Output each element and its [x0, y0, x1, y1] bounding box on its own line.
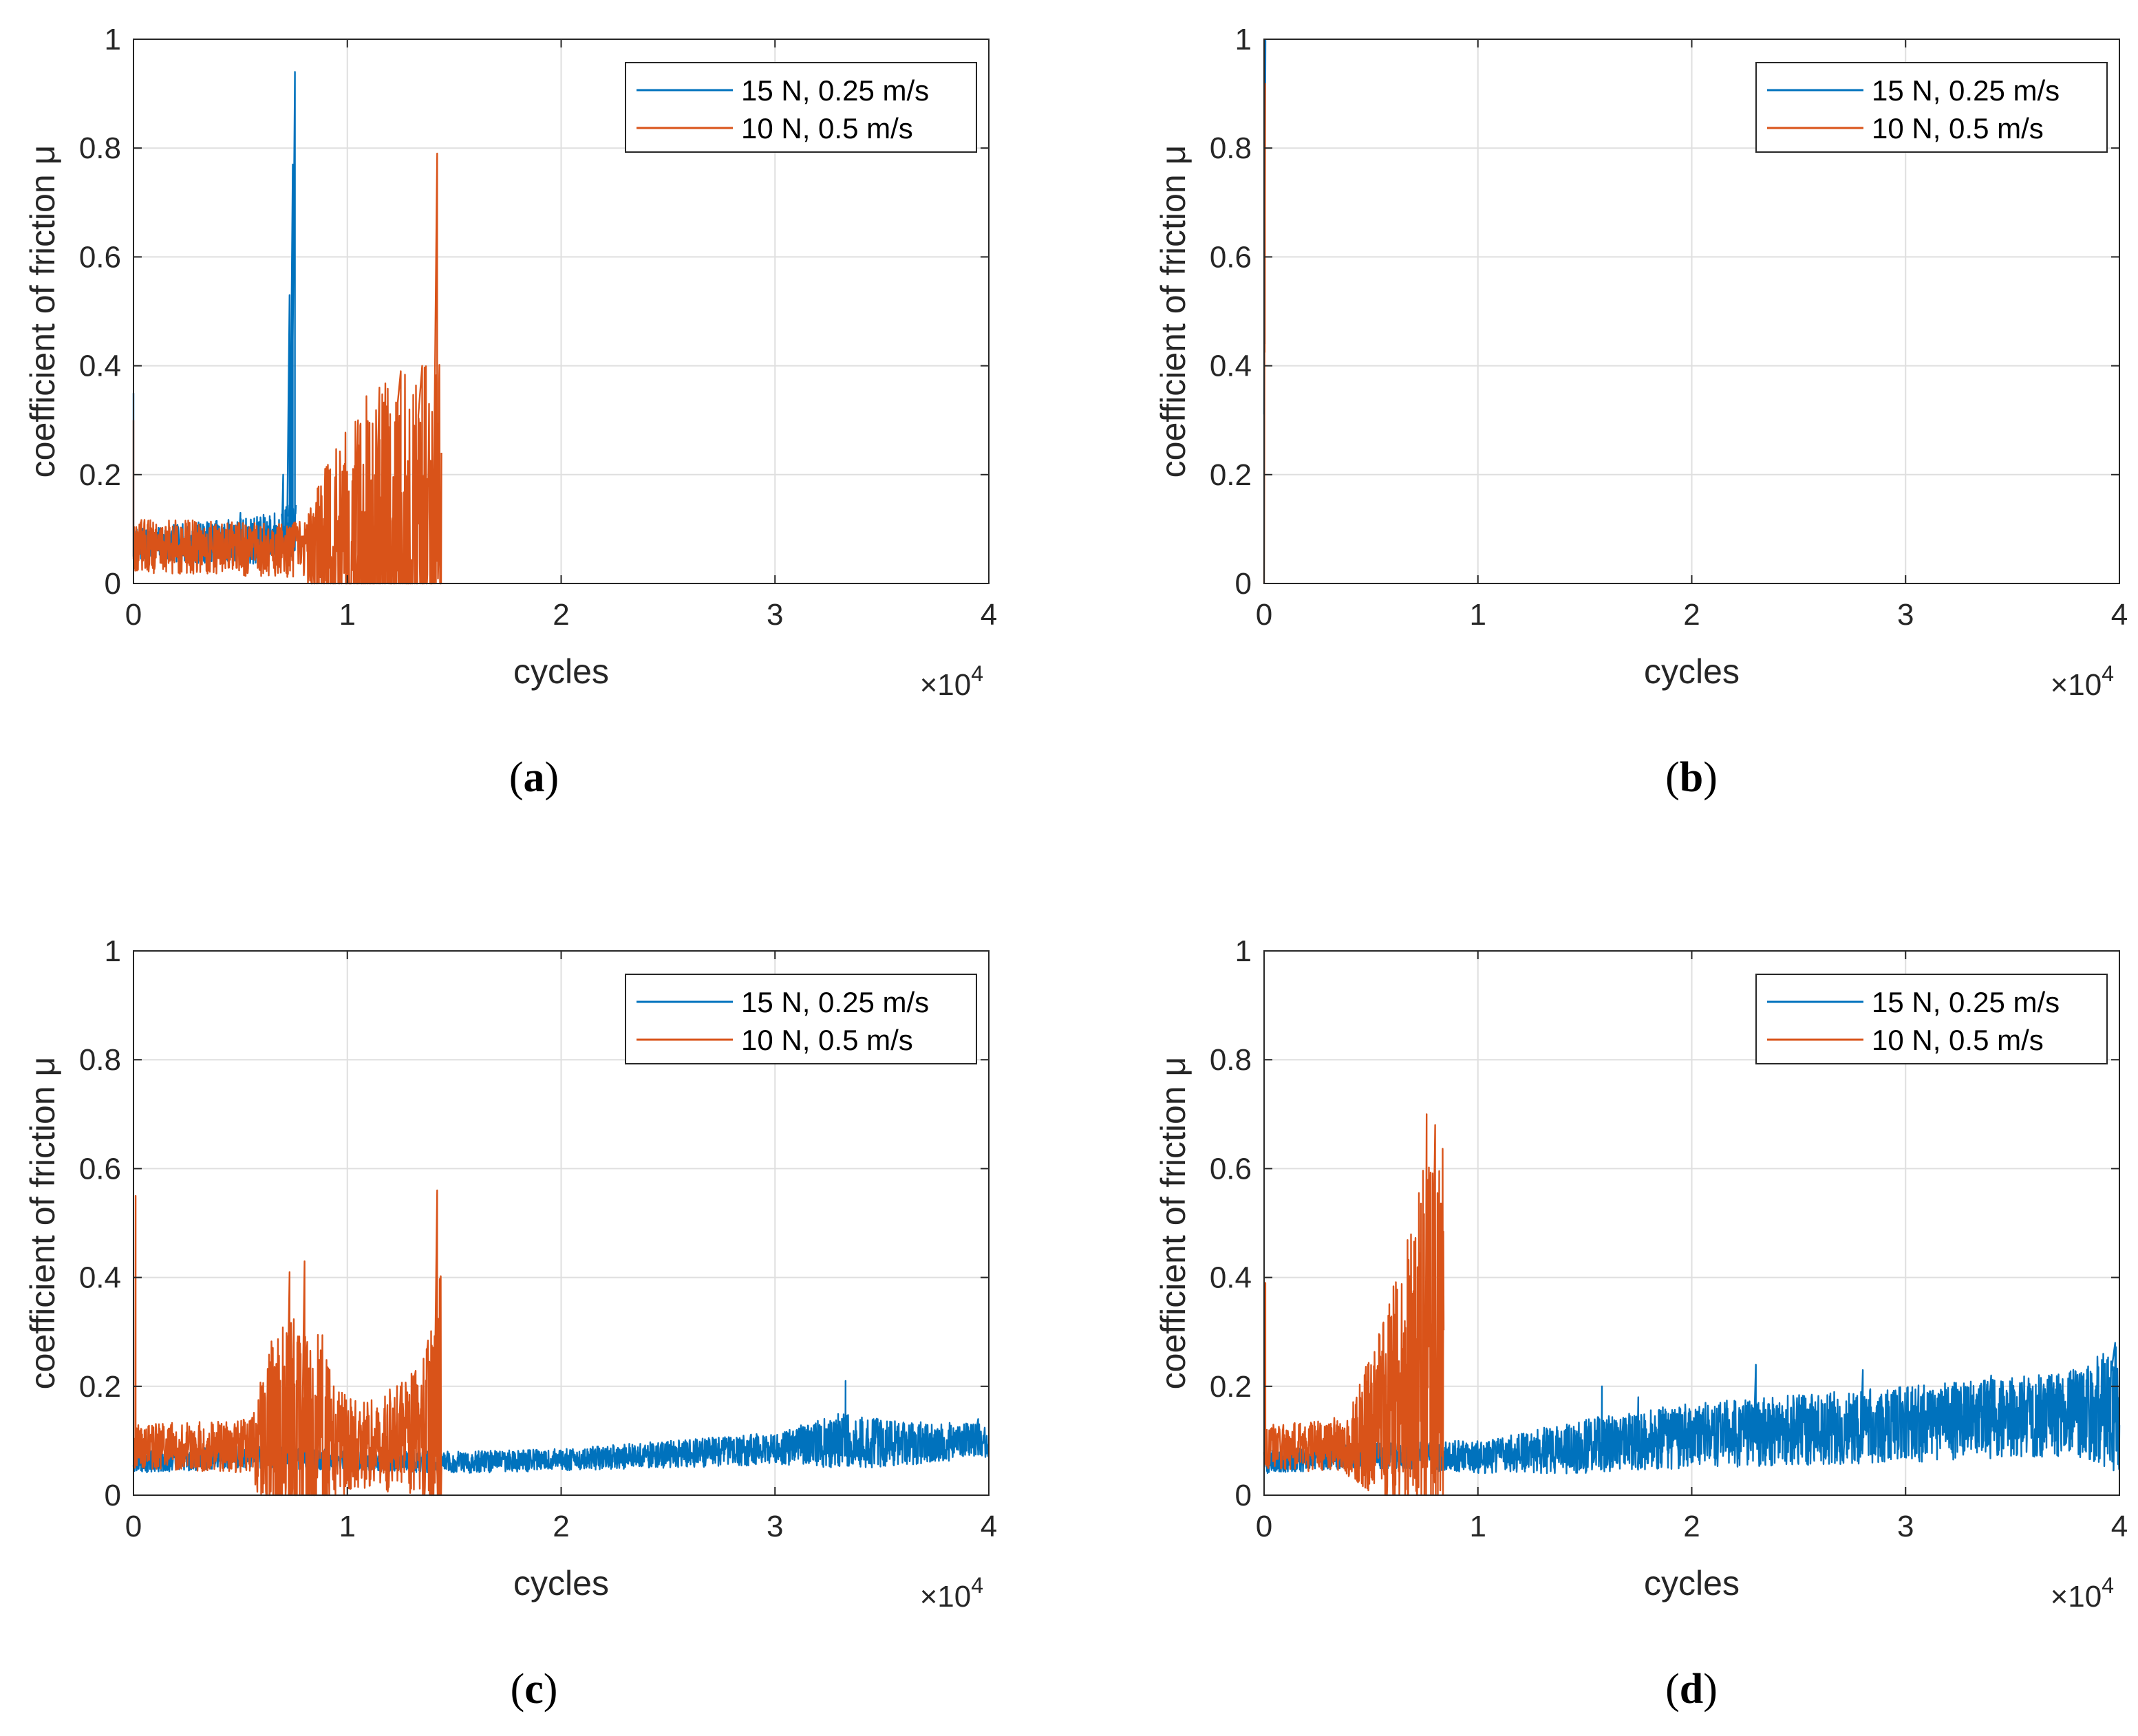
- x-tick-label: 2: [1683, 598, 1700, 632]
- panel-label: (c): [511, 1666, 558, 1713]
- x-tick-label: 3: [767, 1510, 783, 1543]
- legend: 15 N, 0.25 m/s 10 N, 0.5 m/s: [1755, 62, 2108, 153]
- x-tick-label: 0: [125, 598, 142, 632]
- x-axis-multiplier: ×104: [2051, 661, 2114, 702]
- panel-label: (b): [1665, 754, 1718, 801]
- x-tick-label: 4: [2111, 598, 2128, 632]
- y-tick-label: 0.2: [79, 458, 121, 492]
- y-tick-label: 0.2: [1210, 1370, 1252, 1404]
- x-axis-multiplier: ×104: [920, 661, 983, 702]
- legend-label-2: 10 N, 0.5 m/s: [741, 1024, 913, 1056]
- y-tick-label: 0.4: [1210, 1261, 1252, 1295]
- x-tick-label: 1: [339, 1510, 356, 1543]
- series-line-2: [133, 1189, 442, 1497]
- y-tick-label: 0: [105, 567, 121, 601]
- y-tick-label: 0.2: [79, 1370, 121, 1404]
- x-tick-label: 1: [1470, 1510, 1486, 1543]
- x-axis-title: cycles: [513, 652, 609, 691]
- panel-label: (a): [509, 754, 559, 801]
- legend-label-1: 15 N, 0.25 m/s: [1872, 74, 2060, 107]
- x-tick-label: 3: [767, 598, 783, 632]
- y-tick-label: 0.2: [1210, 458, 1252, 492]
- legend-label-1: 15 N, 0.25 m/s: [741, 74, 929, 107]
- y-tick-label: 0.6: [79, 240, 121, 274]
- y-axis-title: coefficient of friction μ: [1154, 1057, 1193, 1390]
- x-tick-label: 4: [981, 598, 997, 632]
- x-tick-label: 2: [1683, 1510, 1700, 1543]
- legend: 15 N, 0.25 m/s 10 N, 0.5 m/s: [625, 62, 977, 153]
- y-tick-label: 1: [105, 934, 121, 968]
- y-axis-title: coefficient of friction μ: [1154, 145, 1193, 478]
- legend-label-2: 10 N, 0.5 m/s: [741, 112, 913, 144]
- y-tick-label: 0.6: [79, 1152, 121, 1186]
- y-tick-label: 0.4: [79, 350, 121, 383]
- series-line-2: [1263, 1113, 1445, 1497]
- legend-box: [625, 974, 977, 1064]
- x-axis-title: cycles: [513, 1564, 609, 1603]
- y-tick-label: 0.8: [79, 1043, 121, 1077]
- chart-panel-b: 0 1 2 3 4 0 0.2 0.4 0.6 0.8 1 cycles coefficient of …: [1154, 23, 2128, 801]
- x-tick-label: 1: [1470, 598, 1486, 632]
- y-tick-label: 0.8: [1210, 131, 1252, 165]
- legend-box: [625, 62, 977, 153]
- legend: 15 N, 0.25 m/s 10 N, 0.5 m/s: [625, 974, 977, 1064]
- x-tick-label: 0: [1256, 1510, 1272, 1543]
- x-axis-title: cycles: [1644, 652, 1740, 691]
- x-tick-label: 4: [2111, 1510, 2128, 1543]
- legend-label-1: 15 N, 0.25 m/s: [1872, 986, 2060, 1018]
- chart-panel-d: 0 1 2 3 4 0 0.2 0.4 0.6 0.8 1 cycles coefficient of …: [1154, 934, 2128, 1713]
- legend-box: [1755, 974, 2108, 1064]
- y-axis-title: coefficient of friction μ: [23, 1057, 62, 1390]
- legend-label-2: 10 N, 0.5 m/s: [1872, 112, 2044, 144]
- y-tick-label: 0.8: [79, 131, 121, 165]
- x-tick-label: 0: [125, 1510, 142, 1543]
- y-tick-label: 0: [1235, 1479, 1252, 1512]
- legend-label-2: 10 N, 0.5 m/s: [1872, 1024, 2044, 1056]
- x-axis-multiplier: ×104: [920, 1573, 983, 1614]
- y-tick-label: 0: [105, 1479, 121, 1512]
- x-tick-label: 1: [339, 598, 356, 632]
- x-tick-label: 3: [1897, 1510, 1914, 1543]
- y-axis-title: coefficient of friction μ: [23, 145, 62, 478]
- x-tick-label: 2: [553, 598, 569, 632]
- chart-panel-c: 0 1 2 3 4 0 0.2 0.4 0.6 0.8 1 cycles coefficient of …: [23, 934, 997, 1713]
- y-tick-label: 0.8: [1210, 1043, 1252, 1077]
- y-tick-label: 1: [1235, 23, 1252, 56]
- y-tick-label: 0.6: [1210, 240, 1252, 274]
- panel-label: (d): [1665, 1666, 1718, 1713]
- legend-label-1: 15 N, 0.25 m/s: [741, 986, 929, 1018]
- y-tick-label: 0: [1235, 567, 1252, 601]
- x-tick-label: 0: [1256, 598, 1272, 632]
- legend: 15 N, 0.25 m/s 10 N, 0.5 m/s: [1755, 974, 2108, 1064]
- y-tick-label: 1: [105, 23, 121, 56]
- y-tick-label: 0.6: [1210, 1152, 1252, 1186]
- x-axis-multiplier: ×104: [2051, 1573, 2114, 1614]
- x-tick-label: 4: [981, 1510, 997, 1543]
- y-tick-label: 0.4: [79, 1261, 121, 1295]
- x-axis-title: cycles: [1644, 1564, 1740, 1603]
- x-tick-label: 2: [553, 1510, 569, 1543]
- y-tick-label: 1: [1235, 934, 1252, 968]
- x-tick-label: 3: [1897, 598, 1914, 632]
- legend-box: [1755, 62, 2108, 153]
- y-tick-label: 0.4: [1210, 350, 1252, 383]
- chart-panel-a: 0 1 2 3 4 0 0.2 0.4 0.6 0.8 1 cycles coefficient of …: [23, 23, 997, 801]
